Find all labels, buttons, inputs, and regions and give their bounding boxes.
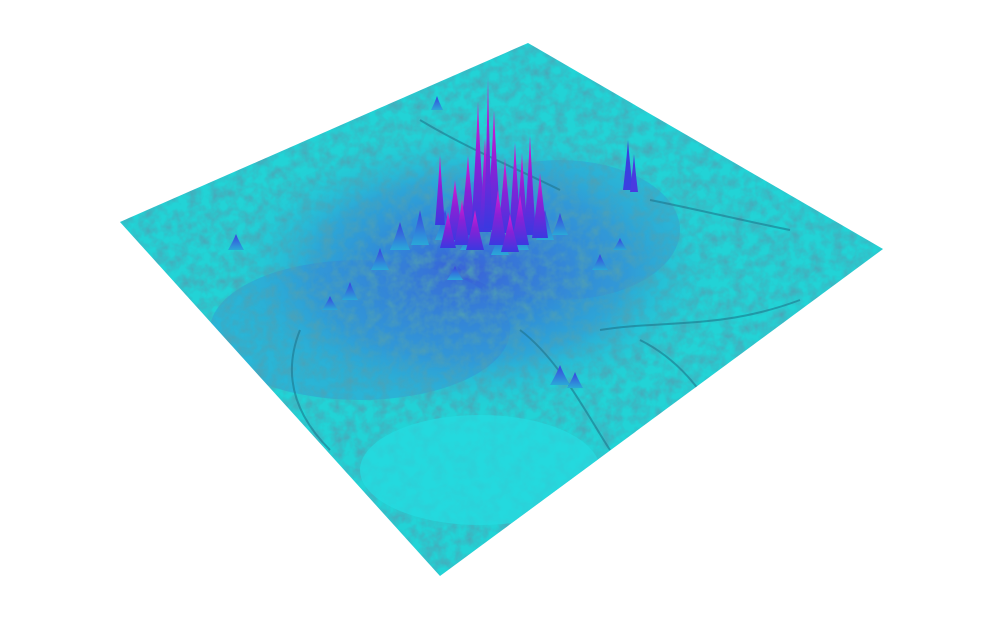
density-peaks — [228, 78, 638, 388]
density-peak — [440, 212, 456, 248]
terrain-bump — [613, 238, 627, 250]
terrain-bump — [322, 296, 338, 310]
density-peak — [489, 190, 507, 245]
terrain-bump — [431, 96, 443, 110]
terrain-bump — [550, 365, 570, 385]
isolated-peak — [630, 154, 638, 192]
density-peak — [454, 200, 470, 245]
terrain-bump — [342, 282, 358, 300]
density-peak — [501, 214, 519, 252]
terrain-bump — [371, 248, 389, 270]
terrain-bump — [411, 210, 429, 245]
density-peak — [435, 155, 445, 225]
density-peak — [532, 173, 548, 238]
density-peak — [524, 135, 536, 235]
terrain-bump — [552, 213, 568, 235]
density-peak — [466, 210, 484, 250]
isolated-peak — [623, 140, 633, 190]
terrain-bump — [567, 372, 583, 388]
density-peak — [511, 195, 529, 245]
terrain-bump — [390, 222, 410, 250]
terrain-bump — [228, 234, 244, 250]
terrain-bump — [447, 266, 463, 280]
terrain-bump — [592, 254, 608, 270]
density-peak — [484, 78, 492, 228]
